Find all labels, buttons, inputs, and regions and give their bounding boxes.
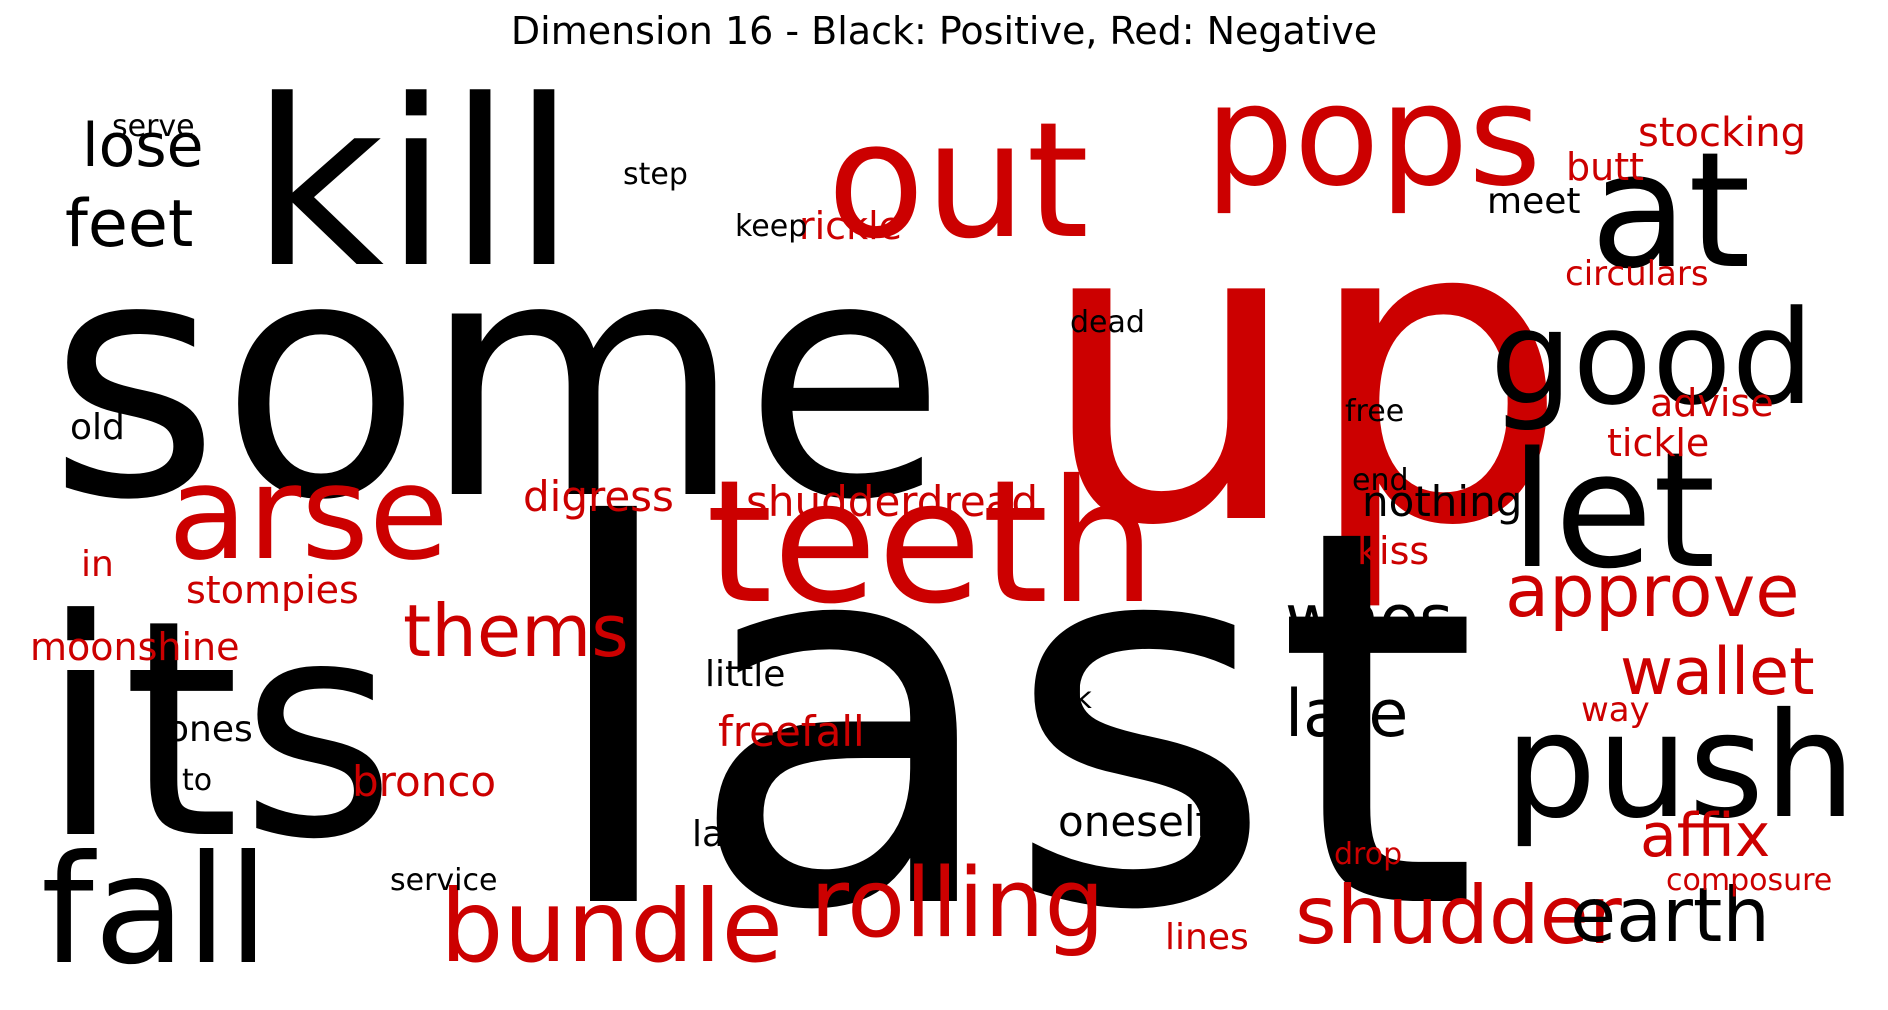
- cloud-word-end: end: [1352, 463, 1409, 498]
- cloud-word-let: let: [1510, 417, 1716, 604]
- cloud-word-late: late: [1285, 677, 1408, 752]
- cloud-word-lose: lose: [82, 111, 204, 181]
- cloud-word-nothing: nothing: [1362, 477, 1522, 526]
- cloud-word-earth: earth: [1570, 871, 1770, 959]
- cloud-word-shudder: shudder: [1295, 869, 1622, 962]
- cloud-word-affix: affix: [1640, 801, 1770, 871]
- cloud-word-wallet: wallet: [1620, 635, 1815, 710]
- cloud-word-kill: kill: [251, 56, 576, 319]
- cloud-word-at: at: [1590, 117, 1751, 304]
- cloud-word-keep: keep: [735, 209, 807, 244]
- cloud-word-rickle: rickle: [799, 204, 902, 248]
- cloud-word-teeth: teeth: [706, 444, 1156, 642]
- cloud-word-feet: feet: [65, 187, 193, 262]
- cloud-word-fall: fall: [41, 824, 269, 998]
- cloud-word-to: to: [182, 763, 212, 798]
- cloud-word-bronco: bronco: [352, 757, 496, 806]
- cloud-word-good: good: [1490, 282, 1814, 434]
- cloud-word-stompies: stompies: [186, 568, 359, 612]
- cloud-word-approve: approve: [1505, 549, 1800, 633]
- cloud-word-last: last: [541, 418, 1479, 1000]
- cloud-word-rolling: rolling: [810, 849, 1105, 959]
- cloud-word-moonshine: moonshine: [30, 625, 240, 669]
- cloud-word-free: free: [1345, 394, 1404, 429]
- cloud-word-lines: lines: [1165, 917, 1249, 958]
- cloud-word-little: little: [705, 654, 785, 695]
- cloud-word-digress: digress: [523, 472, 674, 521]
- cloud-word-kiss: kiss: [1357, 529, 1429, 573]
- cloud-word-push: push: [1505, 682, 1856, 851]
- cloud-word-shudderdread: shudderdread: [746, 477, 1038, 526]
- cloud-word-service: service: [390, 863, 497, 898]
- cloud-word-ones: ones: [167, 709, 253, 750]
- cloud-word-oneself: oneself: [1058, 797, 1212, 846]
- cloud-word-meet: meet: [1487, 181, 1580, 222]
- cloud-word-some: some: [48, 188, 946, 572]
- cloud-word-up: up: [1037, 129, 1570, 618]
- cloud-word-step: step: [623, 157, 688, 192]
- cloud-word-circulars: circulars: [1565, 254, 1709, 294]
- cloud-word-its: its: [39, 556, 396, 905]
- cloud-word-butt: butt: [1566, 145, 1644, 189]
- cloud-word-in: in: [81, 544, 114, 585]
- cloud-word-sick: sick: [1034, 681, 1092, 716]
- cloud-word-dead: dead: [1070, 305, 1145, 340]
- cloud-word-bundle: bundle: [440, 868, 783, 985]
- cloud-word-lay: lay: [692, 814, 745, 855]
- cloud-word-advise: advise: [1650, 381, 1774, 425]
- cloud-word-drop: drop: [1334, 837, 1402, 872]
- cloud-word-freefall: freefall: [718, 707, 865, 756]
- cloud-word-composure: composure: [1666, 863, 1832, 898]
- cloud-word-thems: thems: [403, 589, 629, 673]
- cloud-word-way: way: [1581, 690, 1650, 730]
- cloud-word-stocking: stocking: [1638, 110, 1806, 156]
- cloud-word-serve: serve: [112, 109, 195, 144]
- cloud-word-pops: pops: [1205, 56, 1541, 218]
- cloud-word-tickle: tickle: [1607, 421, 1709, 465]
- cloud-word-out: out: [827, 87, 1089, 274]
- cloud-word-arse: arse: [168, 437, 449, 589]
- cloud-word-old: old: [70, 407, 125, 448]
- chart-title: Dimension 16 - Black: Positive, Red: Neg…: [510, 9, 1378, 53]
- cloud-word-whos: whos: [1285, 582, 1453, 657]
